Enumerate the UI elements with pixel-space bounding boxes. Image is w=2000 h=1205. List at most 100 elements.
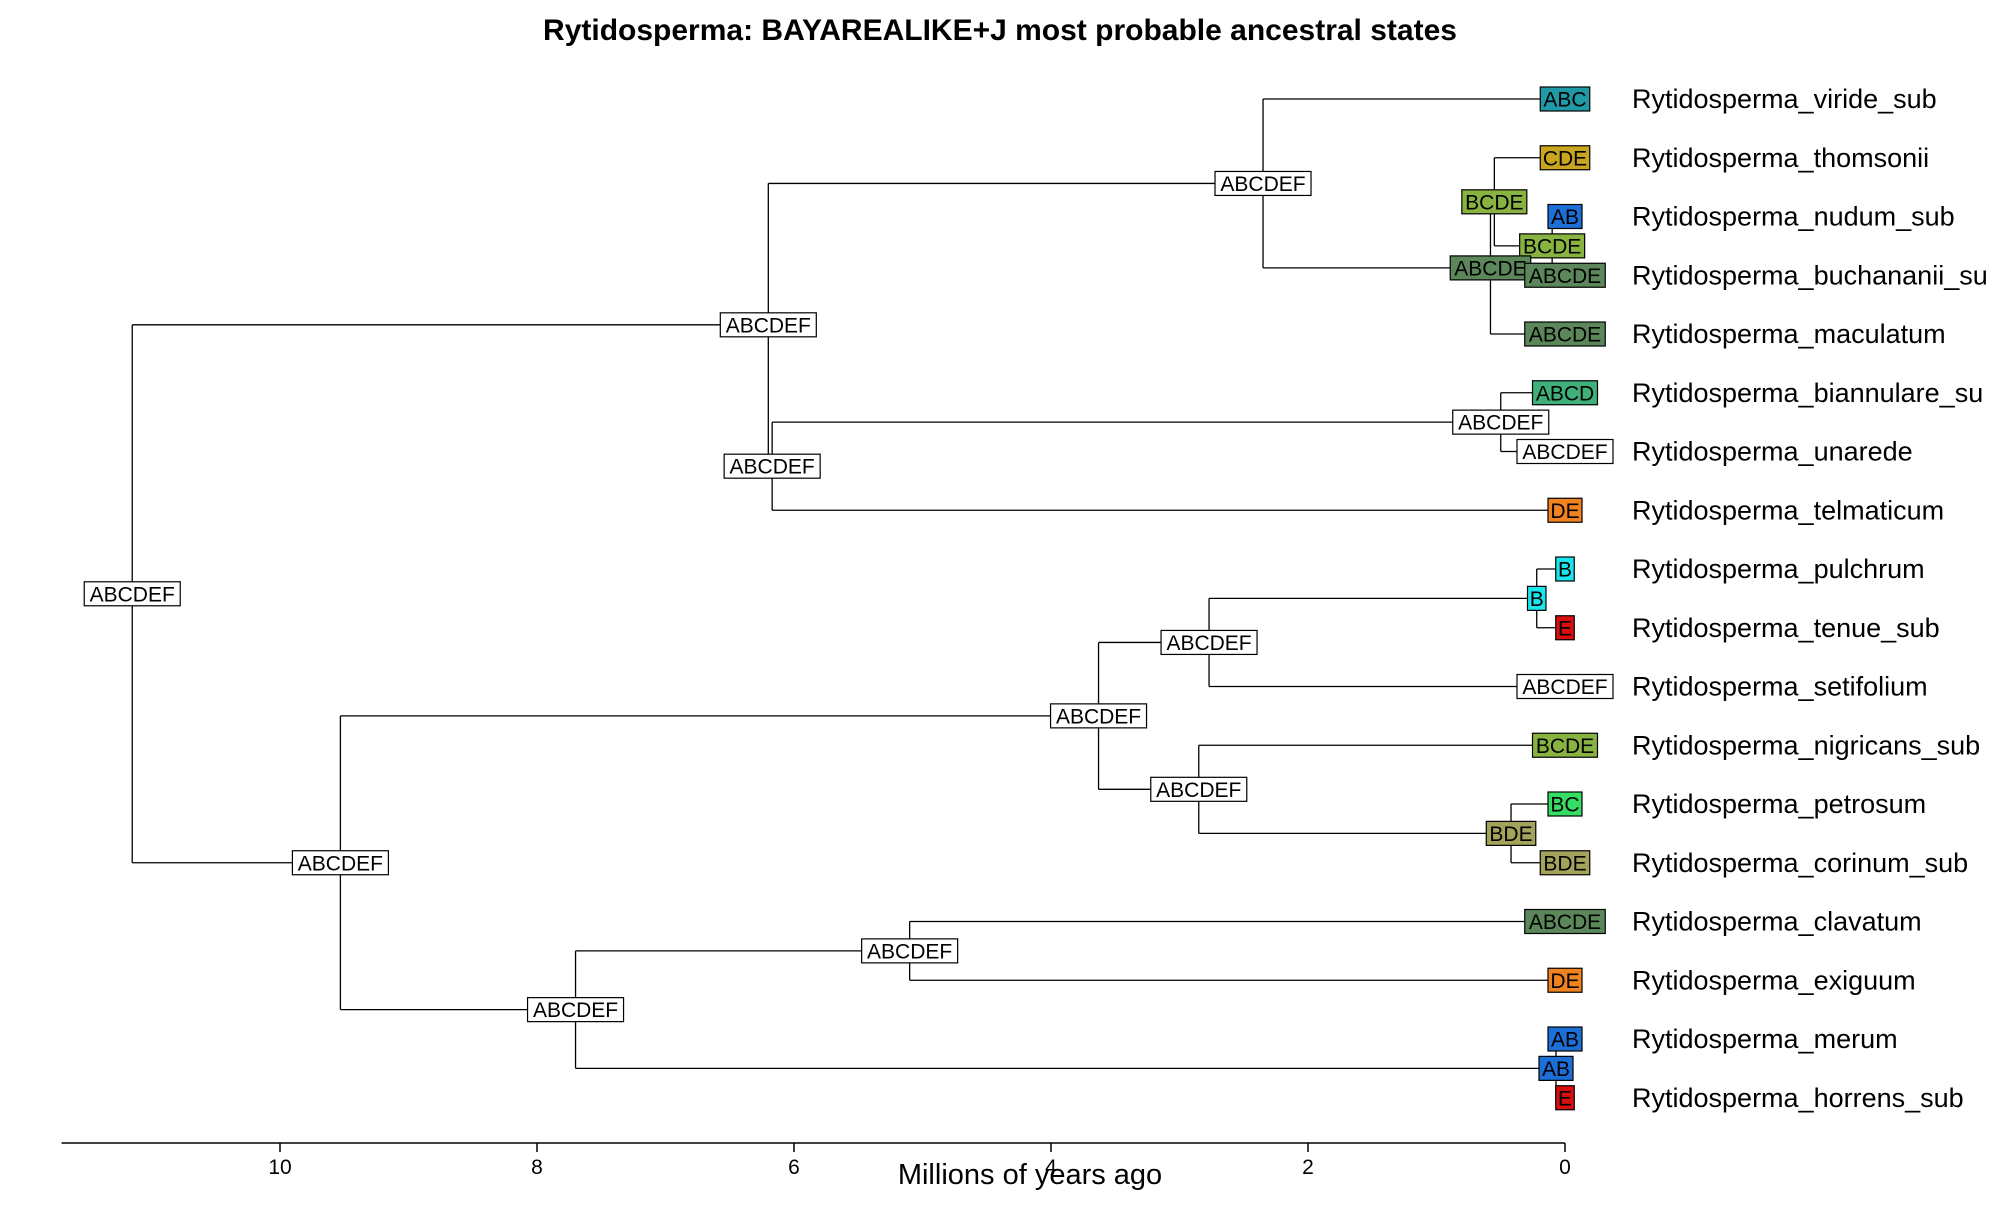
state-box-fill	[1531, 380, 1599, 406]
state-label: BCDE	[1536, 735, 1594, 758]
state-box-fill	[1531, 732, 1599, 758]
node-state-box: ABCDEF	[1160, 629, 1258, 656]
state-box-fill	[1547, 497, 1583, 523]
state-label: ABCDE	[1529, 911, 1601, 934]
tip-label: Rytidosperma_unarede	[1632, 437, 1913, 467]
tip-label: Rytidosperma_maculatum	[1632, 319, 1946, 349]
tip-state-box: DE	[1547, 497, 1583, 523]
tip-state-box: ABCDE	[1524, 262, 1606, 288]
node-state-box: BDE	[1485, 820, 1537, 846]
node-state-box: ABCDEF	[526, 997, 625, 1023]
tree-branches	[131, 98, 1565, 1099]
axis-tick-label: 6	[788, 1156, 800, 1179]
state-label: ABCDEF	[1166, 632, 1251, 655]
node-state-box: ABCDE	[1449, 255, 1532, 281]
tip-label: Rytidosperma_clavatum	[1632, 907, 1922, 937]
tip-state-box: B	[1555, 556, 1575, 582]
tip-label: Rytidosperma_pulchrum	[1632, 554, 1925, 584]
state-box-fill	[1516, 438, 1614, 465]
tip-state-box: ABCDE	[1524, 908, 1606, 935]
tip-label: Rytidosperma_nigricans_sub	[1632, 730, 1980, 760]
tip-state-box: BC	[1547, 791, 1583, 817]
tip-state-box: CDE	[1539, 145, 1591, 171]
state-box-fill	[1160, 629, 1258, 656]
state-label: ABCD	[1536, 382, 1594, 405]
state-label: BCDE	[1523, 235, 1581, 258]
state-box-fill	[1214, 170, 1312, 197]
tip-label: Rytidosperma_horrens_sub	[1632, 1083, 1964, 1113]
state-label: ABCDEF	[1458, 412, 1543, 435]
tip-state-box: E	[1555, 615, 1575, 641]
tip-state-box: E	[1555, 1085, 1575, 1111]
state-label: ABCDEF	[867, 940, 952, 963]
node-state-box: BCDE	[1461, 189, 1528, 215]
state-label: AB	[1542, 1058, 1570, 1081]
tip-label: Rytidosperma_viride_sub	[1632, 84, 1937, 114]
tip-label: Rytidosperma_tenue_sub	[1632, 613, 1940, 643]
node-state-box: ABCDEF	[1049, 703, 1148, 729]
tip-state-box: ABCD	[1531, 380, 1599, 406]
tip-label: Rytidosperma_buchananii_su	[1632, 260, 1988, 290]
state-box-fill	[1485, 820, 1537, 846]
state-label: BC	[1550, 794, 1579, 817]
axis-tick-label: 4	[1045, 1156, 1057, 1179]
state-box-fill	[1547, 203, 1583, 230]
node-state-box: ABCDEF	[291, 850, 389, 876]
state-box-fill	[1539, 145, 1591, 171]
state-box-fill	[1539, 850, 1591, 876]
state-box-fill	[526, 997, 625, 1023]
node-state-box: ABCDEF	[719, 312, 817, 338]
state-label: ABCDE	[1529, 265, 1601, 288]
state-box-fill	[1538, 1055, 1574, 1081]
state-box-fill	[1555, 556, 1575, 582]
state-box-fill	[1547, 1026, 1583, 1052]
state-label: B	[1530, 588, 1544, 611]
state-box-fill	[719, 312, 817, 338]
state-label: AB	[1551, 1029, 1579, 1052]
node-state-box: B	[1526, 585, 1547, 611]
axis-tick-label: 8	[531, 1156, 543, 1179]
state-label: E	[1558, 617, 1572, 640]
axis-tick-label: 0	[1559, 1156, 1571, 1179]
tip-label: Rytidosperma_nudum_sub	[1632, 202, 1955, 232]
state-label: ABCDEF	[298, 852, 383, 875]
node-state-box: ABCDEF	[1452, 409, 1550, 435]
state-box-fill	[1524, 262, 1606, 288]
state-label: ABCDEF	[533, 999, 618, 1022]
axis-ticks: 10 8 6 4 2 0	[268, 1143, 1571, 1179]
tip-state-box: BCDE	[1531, 732, 1599, 758]
tip-state-box: ABC	[1539, 86, 1591, 112]
tip-labels: Rytidosperma_viride_sub Rytidosperma_thom…	[1632, 84, 1988, 1113]
tip-state-box: ABCDEF	[1516, 673, 1614, 700]
axis-tick-label: 2	[1302, 1156, 1314, 1179]
state-label: BCDE	[1465, 191, 1523, 214]
axis-tick-label: 10	[268, 1156, 291, 1179]
state-label: ABC	[1543, 89, 1586, 112]
state-label: ABCDEF	[1522, 441, 1607, 464]
state-box-fill	[1461, 189, 1528, 215]
state-box-fill	[1449, 255, 1532, 281]
tip-label: Rytidosperma_corinum_sub	[1632, 848, 1968, 878]
state-label: ABCDEF	[1056, 705, 1141, 728]
state-box-fill	[83, 581, 181, 607]
state-box-fill	[1547, 791, 1583, 817]
tip-label: Rytidosperma_petrosum	[1632, 789, 1926, 819]
tip-state-box: AB	[1547, 203, 1583, 230]
state-label: BDE	[1543, 852, 1586, 875]
tip-label: Rytidosperma_merum	[1632, 1024, 1898, 1054]
node-state-box: ABCDEF	[1214, 170, 1312, 197]
state-box-fill	[1555, 615, 1575, 641]
state-label: DE	[1550, 970, 1579, 993]
node-state-box: ABCDEF	[1150, 776, 1248, 802]
state-label: ABCDEF	[90, 583, 175, 606]
figure-title: Rytidosperma: BAYAREALIKE+J most probabl…	[543, 14, 1457, 47]
state-label: BDE	[1489, 823, 1532, 846]
state-box-fill	[1524, 321, 1606, 347]
node-state-box: AB	[1538, 1055, 1574, 1081]
state-label: ABCDEF	[726, 314, 811, 337]
state-box-fill	[1526, 585, 1547, 611]
state-label: B	[1558, 559, 1572, 582]
state-box-fill	[1049, 703, 1148, 729]
state-boxes: BCDEBCDEABCDEABCDEFABCDEFABCDEFABCDEFBAB…	[83, 86, 1614, 1111]
